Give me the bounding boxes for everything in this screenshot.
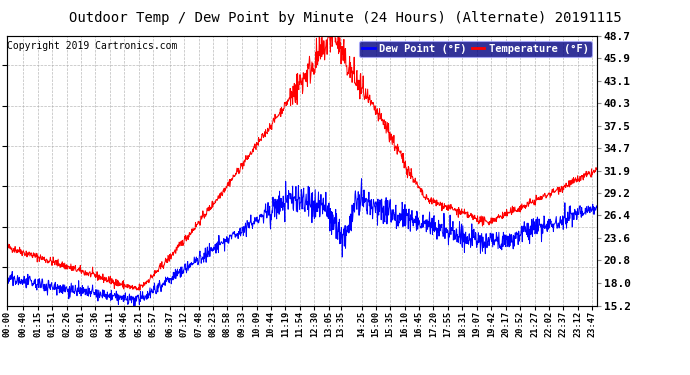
Text: Copyright 2019 Cartronics.com: Copyright 2019 Cartronics.com bbox=[7, 41, 177, 51]
Legend: Dew Point (°F), Temperature (°F): Dew Point (°F), Temperature (°F) bbox=[359, 41, 591, 57]
Text: Outdoor Temp / Dew Point by Minute (24 Hours) (Alternate) 20191115: Outdoor Temp / Dew Point by Minute (24 H… bbox=[68, 11, 622, 25]
